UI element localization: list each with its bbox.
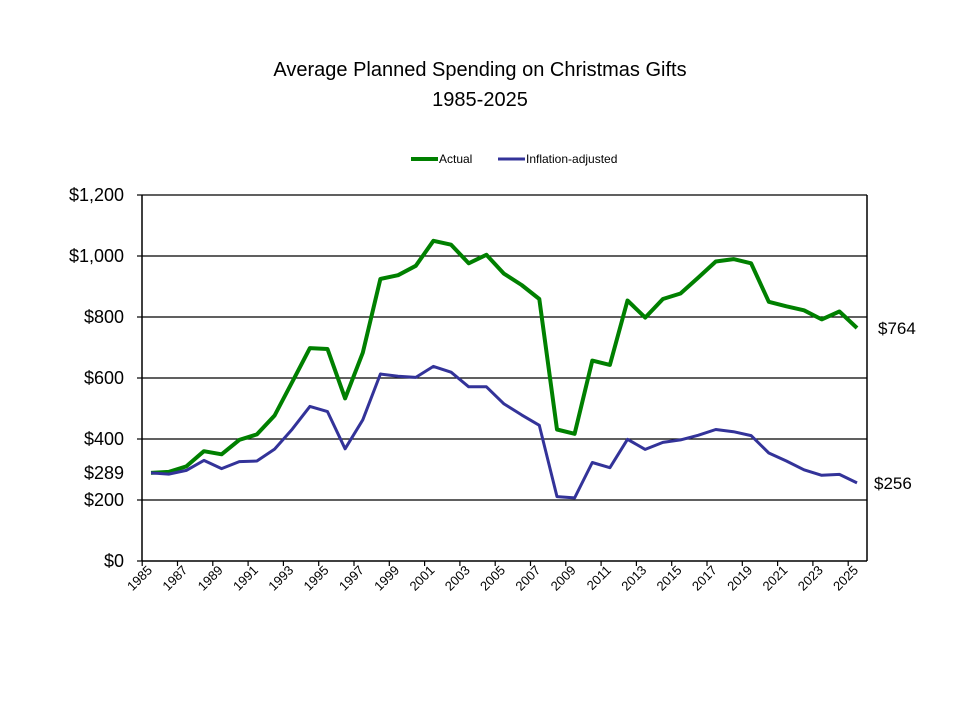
x-tick-label: 1997 [336,563,367,594]
y-tick-label: $1,200 [69,185,124,205]
x-tick-label: 2003 [442,563,473,594]
series-line-actual [150,238,859,475]
x-tick-label: 2015 [654,563,685,594]
annotations: $289 $764 $256 [84,319,916,493]
y-tick-label: $200 [84,490,124,510]
x-tick-label: 2007 [512,563,543,594]
legend-label-actual: Actual [439,152,472,166]
x-tick-label: 2011 [584,563,614,593]
y-tick-label: $400 [84,429,124,449]
x-tick-label: 2009 [548,563,579,594]
y-tick-label: $800 [84,307,124,327]
x-tick-label: 2013 [618,563,649,594]
y-tick-label: $0 [104,551,124,571]
x-tick-label: 1985 [124,563,155,594]
chart-title: Average Planned Spending on Christmas Gi… [273,59,686,81]
chart-subtitle: 1985-2025 [432,89,528,111]
gridlines [142,194,867,501]
x-tick-label: 1987 [159,563,190,594]
annotation-label: $289 [84,463,124,483]
x-tick-label: 1991 [230,563,261,594]
legend-label-inflation-adjusted: Inflation-adjusted [526,152,617,166]
series-line-inflation-adjusted [150,364,858,500]
x-tick-label: 2017 [689,563,720,594]
x-tick-label: 2023 [795,563,826,594]
series-lines [150,238,859,500]
legend: Actual Inflation-adjusted [411,152,617,166]
annotation-label: $256 [874,474,912,493]
y-axis-ticks: $0 $200 $400 $600 $800 $1,000 $1,200 [69,185,142,571]
x-tick-label: 2025 [830,563,861,594]
x-tick-label: 2001 [406,563,437,594]
x-tick-label: 1995 [301,563,332,594]
x-tick-label: 2019 [724,563,755,594]
x-tick-label: 2021 [759,563,790,594]
x-axis-ticks: 1985 1987 1989 1991 1993 1995 1997 1999 2001 2003… [124,561,861,594]
y-tick-label: $1,000 [69,246,124,266]
x-tick-label: 1989 [195,563,226,594]
y-tick-label: $600 [84,368,124,388]
annotation-label: $764 [878,319,916,338]
x-tick-label: 2005 [477,563,508,594]
x-tick-label: 1999 [371,563,402,594]
x-tick-label: 1993 [265,563,296,594]
